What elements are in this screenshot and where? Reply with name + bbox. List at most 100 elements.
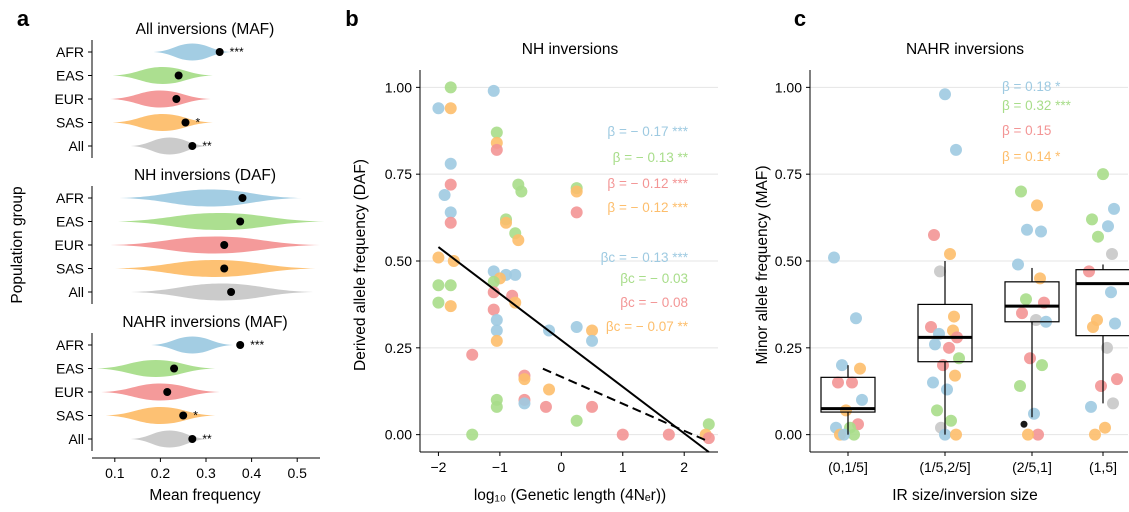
x-tick-label: −1 (492, 459, 508, 475)
violin-All (130, 283, 314, 301)
data-point (1097, 168, 1109, 181)
data-point (490, 314, 503, 327)
data-point (950, 428, 962, 441)
significance-label: *** (230, 45, 244, 59)
violin-EUR (101, 383, 220, 401)
mean-point (215, 48, 224, 56)
annotation-beta: β = 0.32 *** (1002, 98, 1072, 113)
data-point (934, 265, 946, 278)
data-point (490, 126, 503, 139)
data-point (948, 310, 960, 323)
data-point (490, 324, 503, 337)
mean-point (170, 364, 179, 373)
data-point (832, 376, 844, 389)
mean-point (227, 288, 236, 296)
y-tick-label: 1.00 (775, 79, 802, 95)
significance-label: ** (202, 432, 212, 446)
data-point (515, 185, 528, 198)
group-label: AFR (56, 190, 84, 206)
data-point (487, 84, 500, 97)
data-point (586, 324, 599, 337)
panel-letter-c: c (794, 6, 806, 31)
x-tick-label: 0.4 (242, 465, 262, 481)
data-point (702, 418, 715, 431)
subpanel-a-3: NAHR inversions (MAF) AFR *** EAS EUR SAS * All… (54, 314, 288, 451)
data-point (1089, 428, 1101, 441)
data-point (438, 189, 451, 202)
y-axis-label: Derived allele frequency (DAF) (352, 159, 369, 371)
data-point (1107, 397, 1119, 410)
panel-letter-b: b (345, 6, 358, 31)
annotation-beta: β = − 0.13 ** (613, 150, 689, 165)
significance-label: ** (202, 139, 212, 153)
data-point (518, 373, 531, 386)
data-point (444, 300, 457, 313)
data-point (444, 216, 457, 229)
data-point (487, 303, 500, 316)
group-label: EUR (54, 91, 84, 107)
x-tick-label: 0.3 (196, 465, 216, 481)
x-tick-label: 2 (680, 459, 688, 475)
annotation-beta: β = 0.15 (1002, 123, 1051, 138)
data-point (944, 248, 956, 261)
annotation-beta: βc = − 0.08 (620, 295, 688, 310)
x-tick-label: 0.2 (151, 465, 171, 481)
x-tick-label: 0.1 (105, 465, 125, 481)
data-point (949, 369, 961, 382)
data-point (432, 279, 445, 292)
data-point (518, 397, 531, 410)
data-point (937, 359, 949, 372)
data-point (1085, 400, 1097, 413)
y-tick-label: 0.00 (385, 427, 412, 443)
data-point (939, 88, 951, 101)
y-tick-label: 0.25 (385, 340, 412, 356)
data-point (1108, 202, 1120, 215)
group-label: SAS (56, 261, 84, 277)
data-point (840, 404, 852, 417)
x-tick-label: 1 (619, 459, 627, 475)
data-point (500, 216, 513, 229)
data-point (943, 341, 955, 354)
group-label: SAS (56, 115, 84, 131)
box (917, 303, 973, 363)
box (1075, 269, 1129, 337)
data-point (929, 338, 941, 351)
data-point (444, 206, 457, 219)
y-tick-label: 0.50 (775, 253, 802, 269)
data-point (856, 393, 868, 406)
x-axis-label: log₁₀ (Genetic length (4Nₑr)) (474, 487, 666, 504)
data-point (616, 428, 629, 441)
data-point (1095, 380, 1107, 393)
group-label: EAS (56, 361, 84, 377)
data-point (509, 296, 522, 309)
violin-EAS (96, 360, 216, 377)
annotation-beta: β = − 0.12 *** (607, 200, 688, 215)
x-tick-label: (0,1/5] (828, 459, 868, 475)
data-point (1036, 359, 1048, 372)
subpanel-title: NAHR inversions (MAF) (122, 314, 287, 331)
annotation-beta: βc = − 0.07 ** (606, 319, 689, 334)
y-tick-label: 0.00 (775, 427, 802, 443)
data-point (1024, 352, 1036, 365)
x-axis-label: IR size/inversion size (892, 487, 1038, 504)
data-point (931, 404, 943, 417)
data-point (466, 428, 479, 441)
mean-point (163, 388, 172, 396)
x-tick-label: (1/5,2/5] (919, 459, 970, 475)
panel-c: c 0.00 0.25 0.50 0.75 1.00 (0,1/5] (1/5,2/5] (2/… (754, 6, 1129, 504)
data-point (925, 320, 937, 333)
significance-label: * (193, 409, 198, 423)
violin-EUR (110, 236, 321, 254)
annotation-beta: β = − 0.12 *** (607, 176, 688, 191)
x-tick-label: (1,5] (1089, 459, 1117, 475)
boxplot-3 (1004, 267, 1060, 418)
data-point (702, 432, 715, 445)
mean-point (181, 118, 190, 127)
mean-point (220, 241, 229, 249)
data-point (444, 81, 457, 94)
x-tick-label: −2 (430, 459, 446, 475)
violin-EAS (112, 67, 213, 84)
data-point (1092, 230, 1104, 243)
mean-point (236, 341, 245, 349)
